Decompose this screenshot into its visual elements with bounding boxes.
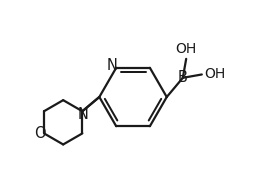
Text: OH: OH	[176, 42, 197, 56]
Text: B: B	[178, 70, 188, 85]
Text: OH: OH	[204, 68, 225, 81]
Text: N: N	[106, 58, 117, 73]
Text: O: O	[34, 126, 46, 141]
Text: N: N	[78, 107, 89, 122]
